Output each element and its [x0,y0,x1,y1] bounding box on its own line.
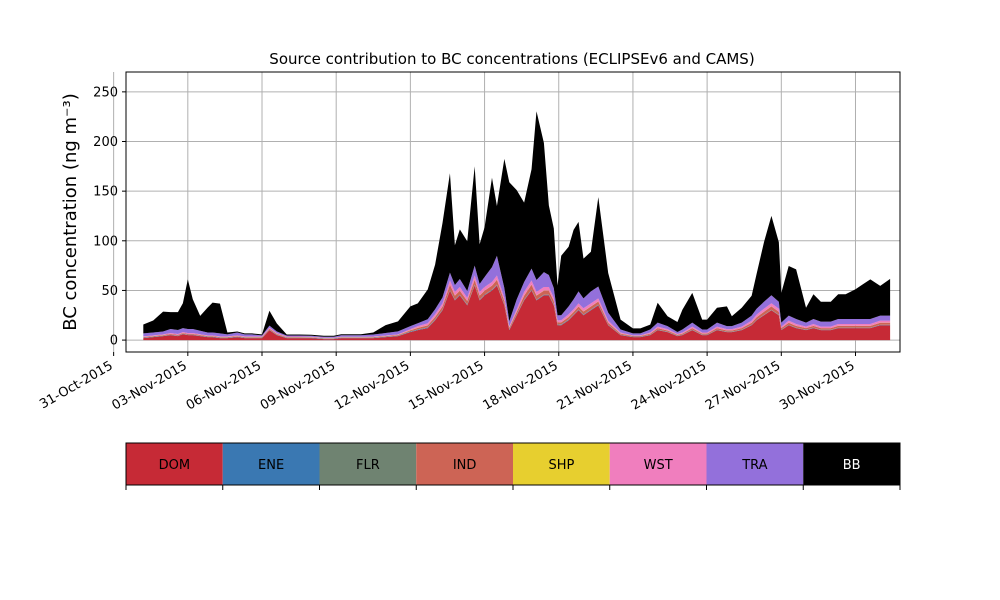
legend-label-dom: DOM [159,458,190,473]
legend-label-ene: ENE [258,458,284,473]
y-tick-label: 100 [93,234,118,249]
x-tick-label: 06-Nov-2015 [184,358,264,413]
legend-swatch-wst [609,443,707,485]
y-tick-label: 50 [101,284,118,299]
legend-label-tra: TRA [741,458,767,473]
x-tick-label: 03-Nov-2015 [110,358,190,413]
x-tick-label: 12-Nov-2015 [332,358,412,413]
y-tick-label: 250 [93,85,118,100]
x-tick-label: 09-Nov-2015 [258,358,338,413]
legend-swatch-dom [126,443,223,485]
legend-label-ind: IND [453,458,477,473]
x-tick-label: 21-Nov-2015 [555,358,635,413]
y-tick-label: 150 [93,185,118,200]
y-tick-label: 200 [93,135,118,150]
y-axis-label: BC concentration (ng m⁻³) [60,93,81,331]
x-tick-label: 30-Nov-2015 [777,358,857,413]
legend-label-bb: BB [843,458,861,473]
legend-label-wst: WST [644,458,673,473]
grid [113,72,900,352]
x-tick-label: 24-Nov-2015 [629,358,709,413]
plot-frame [125,71,901,353]
legend-label-flr: FLR [356,458,380,473]
chart-title: Source contribution to BC concentrations… [269,50,754,68]
legend-label-shp: SHP [548,458,574,473]
legend-swatch-shp [513,443,610,485]
x-tick-label: 27-Nov-2015 [703,358,783,413]
x-tick-label: 31-Oct-2015 [37,358,115,412]
legend-swatch-flr [319,443,417,485]
legend-swatch-bb [803,443,900,485]
area-bb [143,111,891,337]
stacked-areas [143,111,891,341]
legend-swatch-tra [706,443,804,485]
legend-swatch-ene [222,443,320,485]
legend: DOM ENE FLR IND SHP WST TRA BB [125,442,901,490]
x-tick-label: 18-Nov-2015 [480,358,560,413]
x-tick-label: 15-Nov-2015 [406,358,486,413]
area-dom [143,285,891,341]
y-tick-label: 0 [110,334,118,349]
legend-swatch-ind [416,443,513,485]
